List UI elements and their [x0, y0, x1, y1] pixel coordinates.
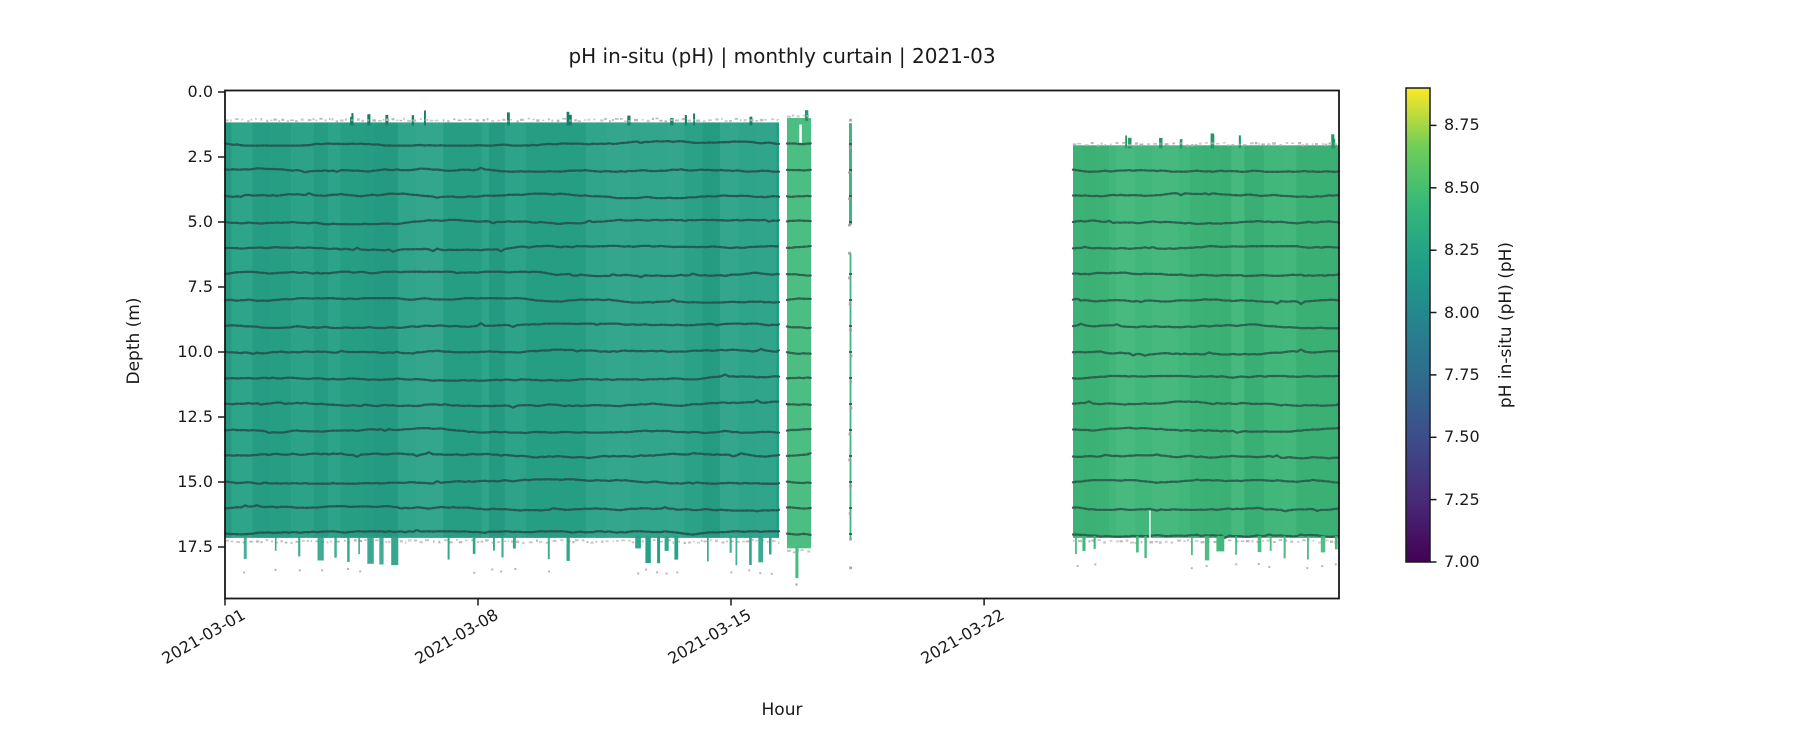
x-tick-label: 2021-03-15 — [664, 605, 755, 668]
axes-frame — [224, 89, 1340, 600]
y-tick-label: 10.0 — [177, 342, 213, 361]
x-axis-label: Hour — [761, 700, 803, 720]
curtain-segment-block-2021-03-24-to-03-31 — [1071, 133, 1341, 570]
colorbar-tick-label: 7.75 — [1444, 364, 1480, 384]
curtain-segment-profile-2021-03-18 — [848, 118, 853, 570]
y-tick-label: 7.5 — [187, 277, 213, 296]
y-tick-label: 0.0 — [187, 82, 213, 101]
colorbar-tick-label: 8.25 — [1444, 240, 1480, 260]
colorbar-tick-label: 7.25 — [1444, 489, 1480, 509]
y-tick-label: 15.0 — [177, 472, 213, 491]
colorbar-tick-label: 8.00 — [1444, 302, 1480, 322]
curtain — [223, 110, 1341, 586]
curtain-segment-block-2021-03-01-to-03-16 — [223, 110, 781, 575]
colorbar-tick-label: 7.50 — [1444, 427, 1480, 447]
x-tick-label: 2021-03-22 — [917, 605, 1008, 668]
x-tick-label: 2021-03-01 — [158, 605, 249, 668]
x-tick-label: 2021-03-08 — [411, 605, 502, 668]
chart-title: pH in-situ (pH) | monthly curtain | 2021… — [568, 44, 996, 68]
curtain-segment-block-2021-03-16-to-03-17 — [785, 110, 813, 586]
y-tick-label: 17.5 — [177, 537, 213, 556]
colorbar-tick-label: 7.00 — [1444, 552, 1480, 571]
colorbar-tick-label: 8.75 — [1444, 115, 1480, 135]
y-tick-label: 2.5 — [187, 147, 213, 166]
y-tick-label: 12.5 — [177, 407, 213, 426]
colorbar-tick-label: 8.50 — [1444, 177, 1480, 197]
colorbar — [1405, 87, 1437, 563]
y-tick-label: 5.0 — [187, 212, 213, 231]
